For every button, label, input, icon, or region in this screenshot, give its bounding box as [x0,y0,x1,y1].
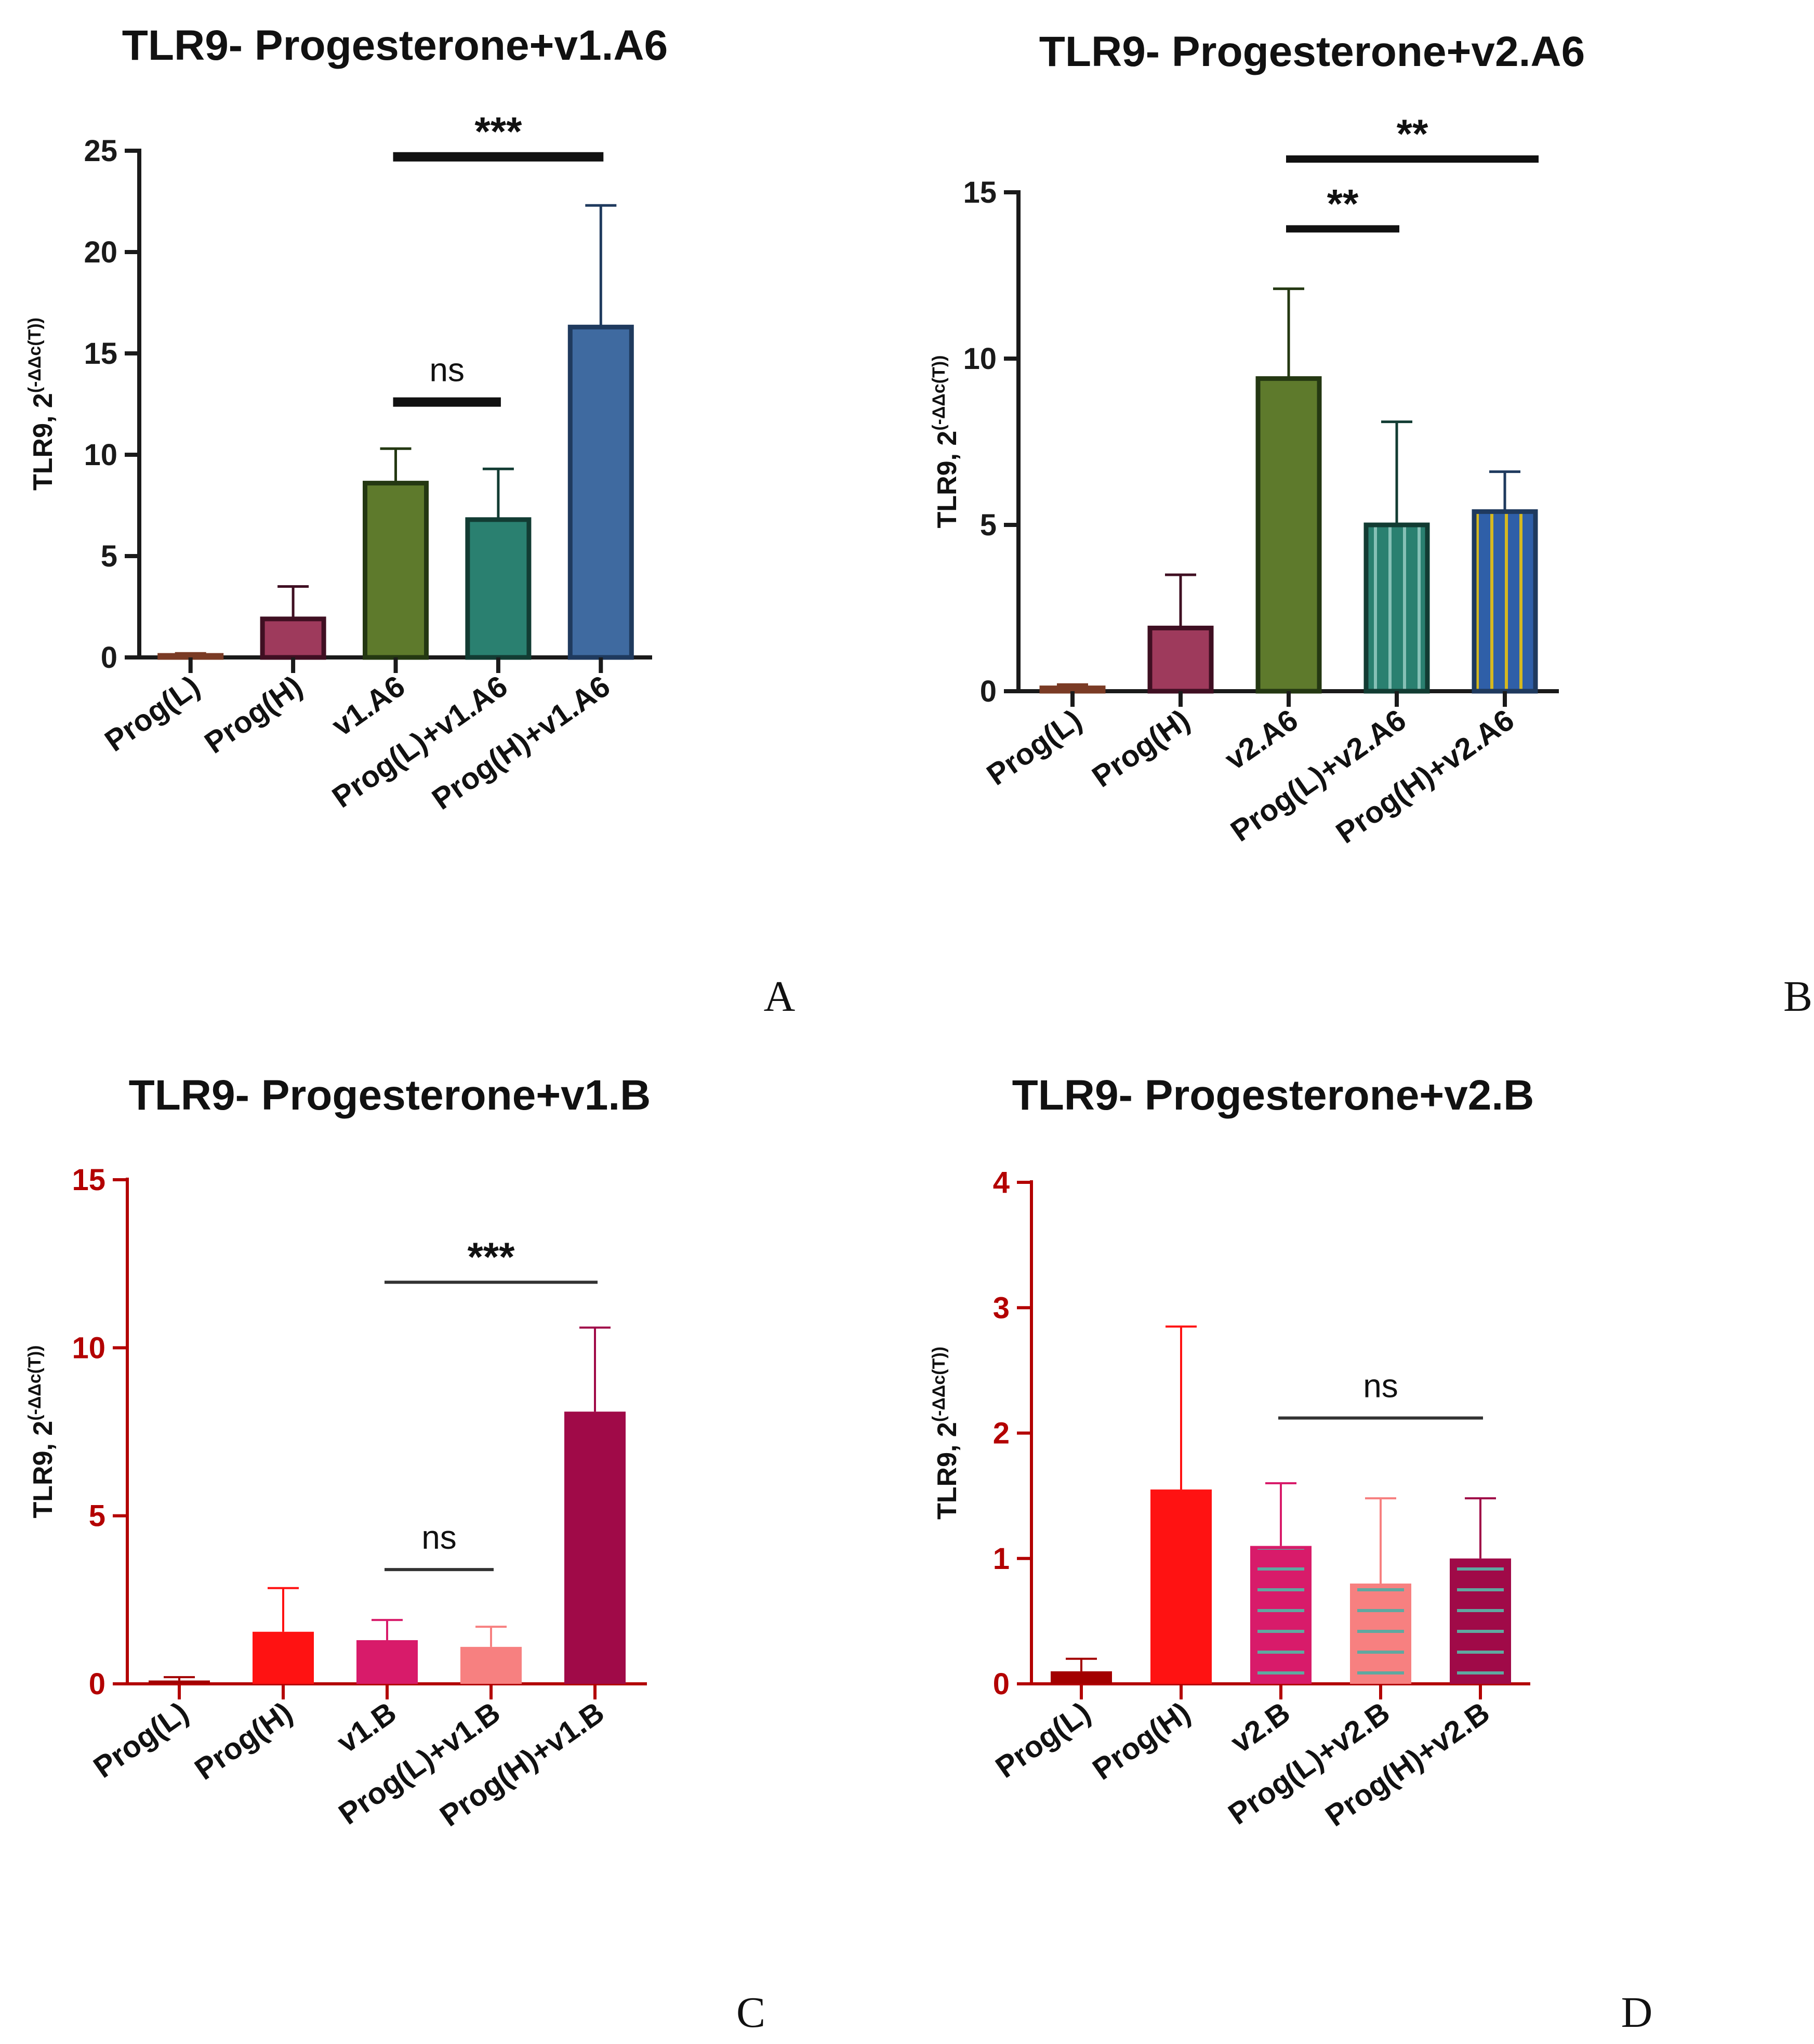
y-tick-label: 0 [89,1667,105,1701]
bar-hatch [1357,1587,1404,1684]
panel-letter: C [736,1988,765,2037]
significance-label: ns [1363,1367,1398,1405]
y-tick-label: 10 [72,1331,105,1365]
category-label: v2.A6 [1219,703,1304,776]
bar [460,1646,522,1684]
y-axis-label-main: TLR9, 2 [28,393,58,491]
y-tick-label: 4 [993,1166,1010,1199]
significance-label: *** [467,1234,515,1280]
y-tick-label: 25 [84,134,117,168]
chart-title: TLR9- Progesterone+v1.A6 [122,22,668,69]
y-axis-label: TLR9, 2(-ΔΔc(T)) [929,355,962,529]
y-tick-label: 0 [980,675,997,708]
bar [567,324,634,660]
bar [356,1640,418,1684]
panel-letter: B [1783,972,1812,1021]
y-tick-label: 20 [84,235,117,269]
chart-panel-d: TLR9- Progesterone+v2.B 0 1 2 3 4 TLR9, 2(-ΔΔc… [929,1072,1652,2037]
y-tick-label: 0 [101,641,117,675]
bar [1150,1489,1212,1684]
bar [1039,685,1106,694]
bar-hatch [1457,1561,1504,1684]
chart-title: TLR9- Progesterone+v2.B [1012,1072,1534,1119]
bar [149,1680,210,1684]
y-tick-label: 2 [993,1417,1010,1450]
bar [1255,376,1322,694]
y-tick-label: 5 [980,508,997,542]
bar [157,653,224,660]
y-tick-label: 3 [993,1291,1010,1325]
category-label: v1.A6 [326,669,411,743]
y-tick-label: 5 [101,539,117,573]
category-label: v2.B [1225,1695,1296,1760]
category-label: Prog(H)+v1.A6 [426,669,616,816]
bar [260,616,326,660]
y-axis-label: TLR9, 2(-ΔΔc(T)) [929,1347,962,1520]
bar [1051,1671,1112,1684]
chart-panel-c: TLR9- Progesterone+v1.B 0 5 10 15 TLR9, 2(-ΔΔ… [25,1072,765,2037]
y-axis-label-superscript: (-ΔΔc(T)) [929,1347,949,1422]
y-axis-label-main: TLR9, 2 [932,431,962,529]
category-label: Prog(H) [189,1695,298,1786]
panel-letter: A [764,972,796,1021]
y-tick-label: 0 [993,1667,1010,1701]
y-tick-label: 1 [993,1542,1010,1576]
y-axis-label-superscript: (-ΔΔc(T)) [25,318,45,393]
bar [1363,522,1430,694]
chart-panel-a: TLR9- Progesterone+v1.A6 0 5 10 15 20 25 TLR9, … [25,22,796,1021]
y-axis-label: TLR9, 2(-ΔΔc(T)) [25,1346,58,1519]
significance-label: ns [421,1519,457,1556]
category-label: Prog(L) [989,1695,1096,1785]
category-label: Prog(H)+v2.A6 [1330,703,1520,850]
y-axis-label-superscript: (-ΔΔc(T)) [25,1346,45,1421]
y-axis-label-main: TLR9, 2 [28,1421,58,1519]
category-label: Prog(L) [99,669,206,758]
category-label: Prog(H)+v2.B [1319,1695,1496,1833]
category-label: v1.B [331,1695,403,1760]
panel-letter: D [1621,1988,1653,2037]
bar [253,1631,314,1684]
bar-hatch [1257,1549,1304,1684]
significance-label: ns [429,351,465,389]
y-axis-label-superscript: (-ΔΔc(T)) [929,355,949,431]
y-tick-label: 15 [84,337,117,371]
y-tick-label: 5 [89,1499,105,1533]
category-label: Prog(H) [1086,703,1196,794]
chart-title: TLR9- Progesterone+v1.B [129,1072,651,1119]
category-label: Prog(H) [198,669,308,760]
bar [564,1412,626,1684]
y-axis-label-main: TLR9, 2 [932,1422,962,1520]
significance-label: ** [1327,180,1359,226]
y-tick-label: 15 [72,1163,105,1197]
significance-label: *** [474,109,522,154]
category-label: Prog(L) [981,703,1088,792]
category-label: Prog(L) [87,1695,194,1785]
y-axis-label: TLR9, 2(-ΔΔc(T)) [25,318,58,491]
category-label: Prog(L)+v1.A6 [326,669,514,814]
bar [1147,625,1214,694]
category-label: Prog(H) [1087,1695,1196,1786]
y-tick-label: 10 [84,438,117,472]
significance-label: ** [1397,111,1428,156]
bar [465,517,532,660]
y-tick-label: 15 [963,176,997,209]
bar [1472,509,1538,694]
chart-panel-b: TLR9- Progesterone+v2.A6 0 5 10 15 TLR9, 2(-Δ… [929,28,1812,1021]
y-tick-label: 10 [963,342,997,376]
bar [363,481,429,660]
chart-title: TLR9- Progesterone+v2.A6 [1039,28,1585,75]
